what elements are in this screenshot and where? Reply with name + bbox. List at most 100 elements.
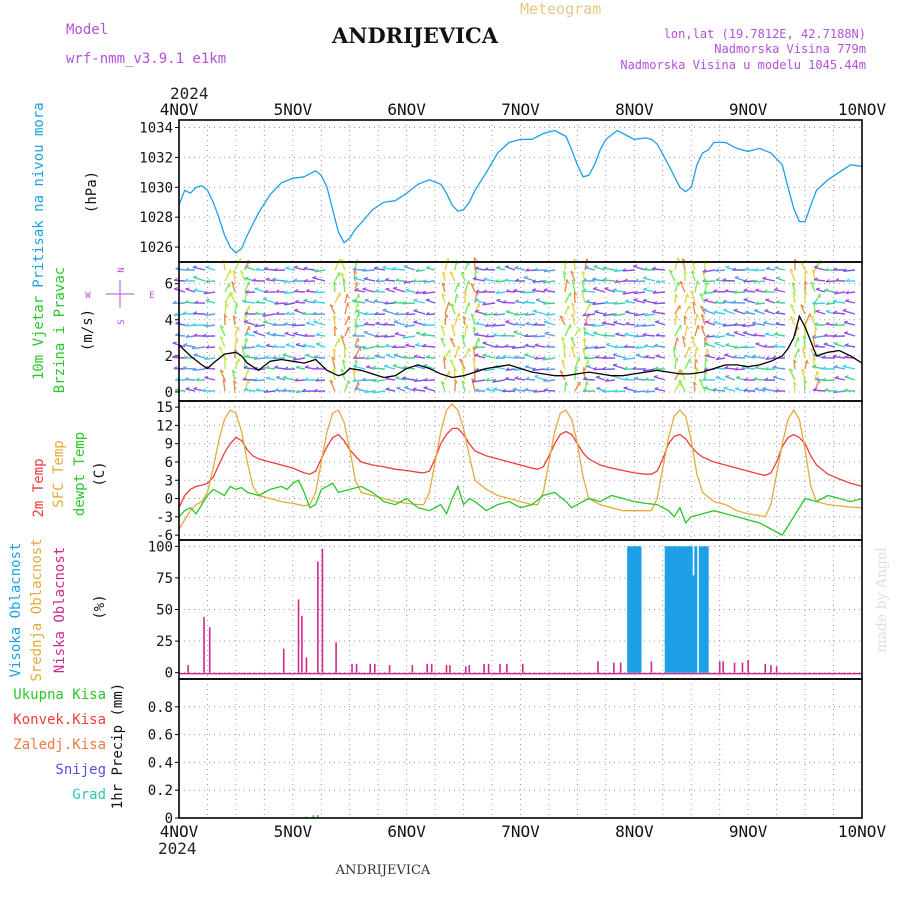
wind-barb — [532, 280, 546, 283]
wind-barb — [204, 313, 216, 317]
wind-barb-head — [632, 366, 637, 370]
wind-barb-head — [789, 368, 794, 372]
wind-barb — [422, 345, 436, 348]
cloud-bar — [321, 548, 324, 673]
wind-barb-head — [725, 375, 730, 378]
wind-barb — [329, 379, 336, 392]
wind-barb-head — [284, 290, 288, 294]
wind-barb-head — [775, 300, 780, 303]
wind-barb-head — [604, 287, 609, 290]
wind-barb-head — [392, 300, 397, 304]
wind-barb-head — [242, 345, 247, 349]
wind-barb-head — [592, 286, 598, 290]
wind-barb — [614, 280, 626, 284]
wind-barb-head — [634, 278, 639, 283]
wind-barb-head — [193, 386, 198, 390]
x-label-bottom: 4NOV — [160, 822, 199, 841]
wind-barb-head — [593, 331, 598, 334]
wind-barb-head — [402, 334, 407, 339]
wind-barb — [394, 333, 406, 337]
wind-barb-head — [823, 333, 828, 337]
wind-barb — [773, 289, 786, 293]
wind-barb — [722, 324, 736, 327]
wind-barb-head — [295, 389, 300, 393]
wind-barb — [582, 290, 596, 293]
wind-barb — [644, 313, 656, 317]
wind-barb-head — [812, 387, 817, 391]
wind-barb-head — [193, 275, 198, 278]
wind-barb — [222, 378, 226, 392]
wind-barb — [504, 265, 516, 271]
wind-barb-head — [705, 353, 710, 357]
cloud-bar — [619, 662, 622, 673]
wind-barb-head — [244, 265, 250, 268]
wind-barb-head — [623, 366, 628, 370]
wind-barb-head — [354, 386, 359, 389]
wind-barb — [525, 378, 536, 381]
wind-barb — [725, 333, 736, 337]
wind-barb-head — [230, 291, 234, 295]
wind-barb — [559, 315, 566, 326]
wind-barb — [793, 359, 796, 370]
wind-barb-head — [764, 377, 769, 381]
wind-barb — [592, 287, 606, 293]
wind-barb — [700, 325, 706, 337]
wind-barb — [775, 277, 786, 282]
wind-barb-head — [693, 381, 697, 386]
wind-barb-head — [363, 330, 368, 333]
wind-barb-head — [493, 387, 498, 390]
wind-barb — [603, 313, 616, 317]
wind-barb-head — [219, 369, 224, 373]
cloud-bar — [676, 546, 680, 673]
wind-barb — [354, 359, 357, 370]
cloud-title-low: Niska Oblacnost — [52, 547, 68, 673]
wind-barb — [694, 358, 697, 370]
wind-barb — [742, 331, 756, 337]
wind-barb — [574, 327, 581, 337]
wind-barb-head — [265, 277, 270, 281]
wind-barb — [635, 354, 646, 359]
wind-barb — [312, 277, 326, 282]
wind-barb-head — [545, 344, 550, 348]
wind-barb-head — [219, 335, 224, 340]
wind-barb-head — [173, 366, 178, 370]
wind-barb — [483, 313, 496, 316]
wind-barb-head — [403, 264, 408, 268]
wind-barb — [440, 325, 446, 337]
wind-barb — [789, 316, 796, 326]
wind-barb-head — [504, 376, 509, 380]
precip-bar — [312, 815, 315, 818]
wind-barb-head — [789, 268, 794, 272]
wind-barb — [734, 276, 746, 282]
wind-barb-head — [254, 323, 259, 327]
wind-barb — [712, 389, 726, 392]
wind-barb — [592, 278, 606, 282]
wind-barb — [341, 359, 346, 370]
wind-barb-head — [842, 364, 847, 367]
wind-barb-head — [474, 332, 479, 336]
wind-barb — [192, 266, 206, 271]
wind-barb — [193, 354, 206, 359]
wind-barb — [472, 346, 476, 359]
wind-barb-head — [449, 271, 454, 275]
wind-barb-head — [483, 277, 488, 280]
wind-barb — [192, 276, 206, 282]
wind-barb-head — [534, 356, 539, 360]
wind-barb — [694, 324, 699, 337]
wind-barb — [440, 337, 446, 348]
wind-barb — [534, 375, 546, 381]
wind-barb-head — [342, 278, 347, 283]
wind-barb — [203, 291, 216, 295]
wind-barb — [464, 302, 470, 315]
wind-barb-head — [474, 344, 479, 349]
wind-barb — [843, 269, 856, 272]
wind-barb — [382, 309, 396, 315]
wind-barb — [285, 344, 296, 348]
wind-barb — [765, 267, 776, 271]
wind-barb-head — [303, 266, 308, 270]
wind-barb — [482, 342, 496, 348]
wind-barb — [262, 298, 276, 304]
wind-barb-head — [844, 343, 849, 346]
wind-barb — [342, 279, 346, 293]
wind-barb-head — [383, 322, 388, 326]
